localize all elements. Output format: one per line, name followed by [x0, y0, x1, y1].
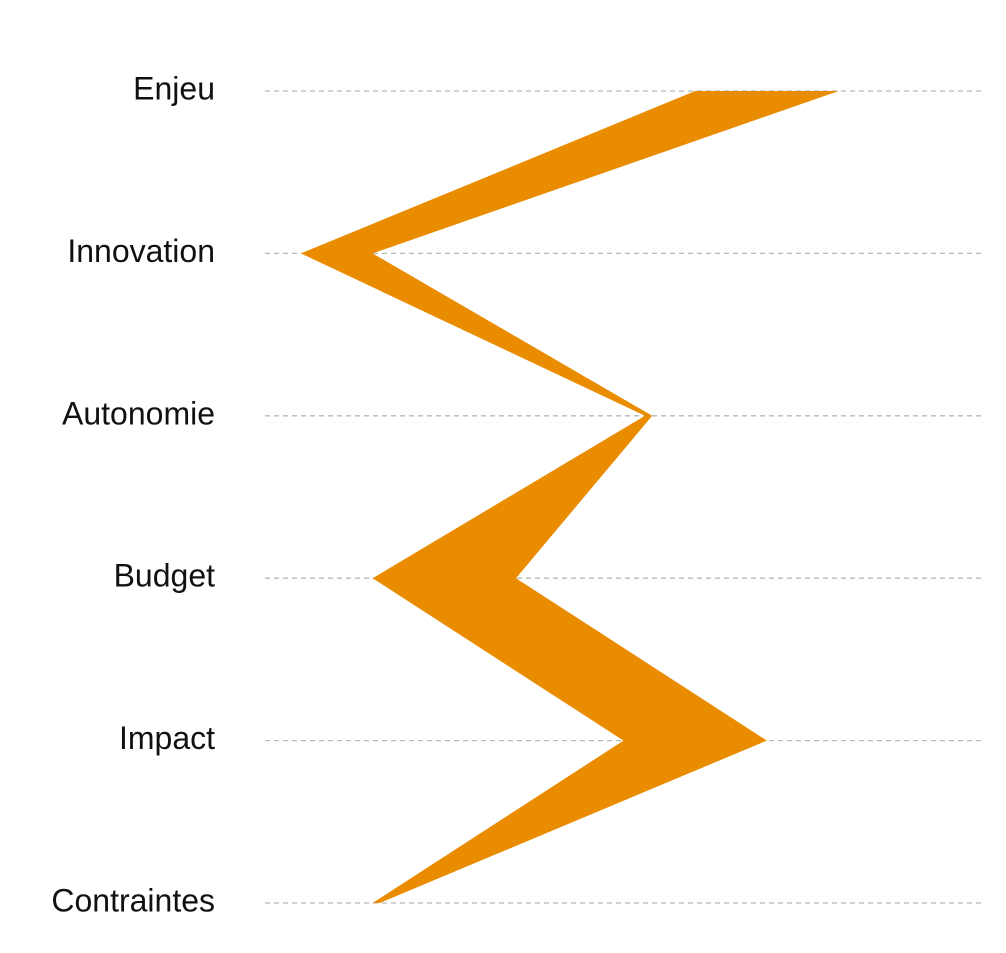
- category-label-enjeu: Enjeu: [133, 70, 215, 106]
- category-labels: Enjeu Innovation Autonomie Budget Impact Cont…: [51, 70, 215, 918]
- category-label-impact: Impact: [119, 720, 215, 756]
- category-label-autonomie: Autonomie: [62, 395, 215, 431]
- profile-band: [300, 91, 839, 903]
- category-label-innovation: Innovation: [67, 233, 215, 269]
- category-label-contraintes: Contraintes: [51, 882, 215, 918]
- category-label-budget: Budget: [114, 558, 216, 594]
- profile-band-layer: [300, 91, 839, 903]
